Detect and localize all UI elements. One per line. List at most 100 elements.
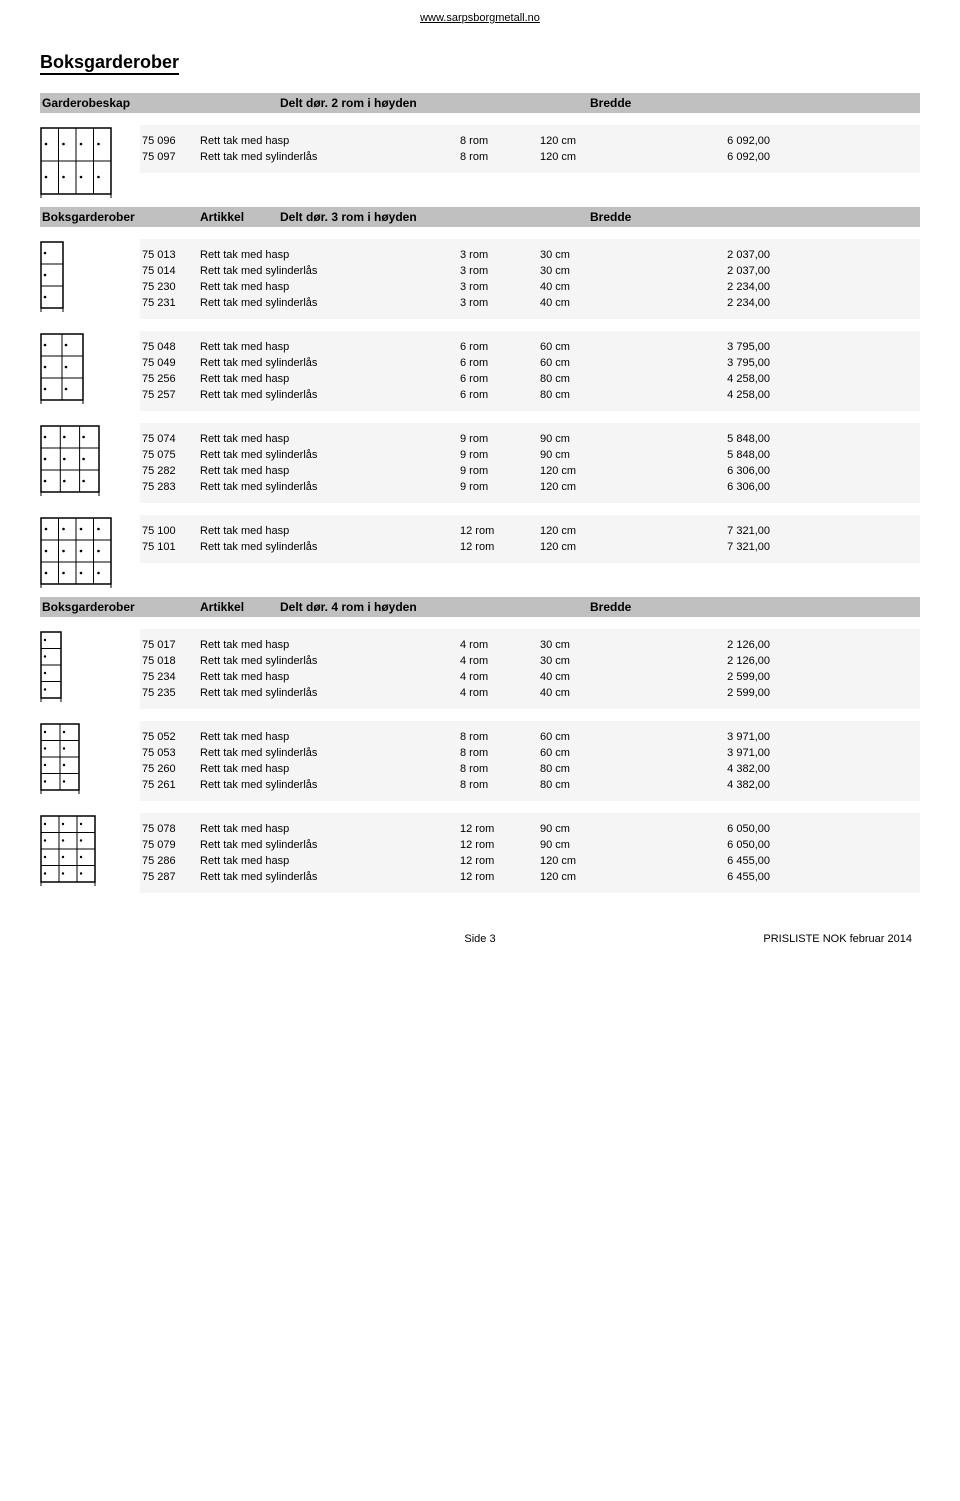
width: 90 cm [540, 447, 690, 463]
product-block: 75 052Rett tak med hasp8 rom60 cm3 971,0… [40, 721, 920, 801]
table-row: 75 100Rett tak med hasp12 rom120 cm7 321… [140, 523, 920, 539]
description: Rett tak med sylinderlås [200, 539, 460, 555]
table-row: 75 049Rett tak med sylinderlås6 rom60 cm… [140, 355, 920, 371]
description: Rett tak med sylinderlås [200, 387, 460, 403]
room-count: 4 rom [460, 685, 540, 701]
article-number: 75 096 [140, 133, 200, 149]
product-block: 75 074Rett tak med hasp9 rom90 cm5 848,0… [40, 423, 920, 503]
section-artikkel: Artikkel [200, 600, 280, 614]
price: 3 795,00 [690, 355, 790, 371]
table-row: 75 018Rett tak med sylinderlås4 rom30 cm… [140, 653, 920, 669]
description: Rett tak med hasp [200, 247, 460, 263]
description: Rett tak med hasp [200, 637, 460, 653]
description: Rett tak med hasp [200, 761, 460, 777]
table-row: 75 048Rett tak med hasp6 rom60 cm3 795,0… [140, 339, 920, 355]
table-row: 75 286Rett tak med hasp12 rom120 cm6 455… [140, 853, 920, 869]
description: Rett tak med sylinderlås [200, 869, 460, 885]
room-count: 12 rom [460, 837, 540, 853]
price: 6 050,00 [690, 837, 790, 853]
header-url: www.sarpsborgmetall.no [40, 12, 920, 24]
description: Rett tak med hasp [200, 729, 460, 745]
room-count: 6 rom [460, 387, 540, 403]
price: 3 971,00 [690, 729, 790, 745]
description: Rett tak med sylinderlås [200, 745, 460, 761]
locker-icon-3x3 [40, 423, 140, 497]
locker-icon-3x4 [40, 813, 140, 887]
price: 5 848,00 [690, 431, 790, 447]
room-count: 12 rom [460, 869, 540, 885]
width: 120 cm [540, 479, 690, 495]
article-number: 75 230 [140, 279, 200, 295]
article-number: 75 231 [140, 295, 200, 311]
article-number: 75 256 [140, 371, 200, 387]
product-block: 75 096Rett tak med hasp8 rom120 cm6 092,… [40, 125, 920, 199]
section-desc: Delt dør. 3 rom i høyden [280, 210, 590, 224]
section-bredde: Bredde [590, 600, 820, 614]
article-number: 75 013 [140, 247, 200, 263]
article-number: 75 282 [140, 463, 200, 479]
width: 30 cm [540, 247, 690, 263]
width: 80 cm [540, 387, 690, 403]
section-artikkel: Artikkel [200, 210, 280, 224]
description: Rett tak med hasp [200, 431, 460, 447]
width: 120 cm [540, 463, 690, 479]
section-bredde: Bredde [590, 210, 820, 224]
table-row: 75 260Rett tak med hasp8 rom80 cm4 382,0… [140, 761, 920, 777]
price: 6 092,00 [690, 149, 790, 165]
room-count: 12 rom [460, 523, 540, 539]
section-desc: Delt dør. 4 rom i høyden [280, 600, 590, 614]
price: 6 306,00 [690, 479, 790, 495]
room-count: 9 rom [460, 463, 540, 479]
description: Rett tak med hasp [200, 853, 460, 869]
room-count: 8 rom [460, 729, 540, 745]
room-count: 4 rom [460, 653, 540, 669]
room-count: 9 rom [460, 431, 540, 447]
table-row: 75 013Rett tak med hasp3 rom30 cm2 037,0… [140, 247, 920, 263]
article-number: 75 260 [140, 761, 200, 777]
section-label: Garderobeskap [40, 96, 200, 110]
price: 2 037,00 [690, 247, 790, 263]
table-row: 75 097Rett tak med sylinderlås8 rom120 c… [140, 149, 920, 165]
description: Rett tak med sylinderlås [200, 685, 460, 701]
description: Rett tak med hasp [200, 279, 460, 295]
table-row: 75 287Rett tak med sylinderlås12 rom120 … [140, 869, 920, 885]
description: Rett tak med sylinderlås [200, 447, 460, 463]
width: 30 cm [540, 653, 690, 669]
price: 7 321,00 [690, 539, 790, 555]
article-number: 75 101 [140, 539, 200, 555]
width: 40 cm [540, 685, 690, 701]
locker-icon-4x3 [40, 515, 140, 589]
article-number: 75 261 [140, 777, 200, 793]
room-count: 12 rom [460, 539, 540, 555]
article-number: 75 235 [140, 685, 200, 701]
price: 5 848,00 [690, 447, 790, 463]
description: Rett tak med sylinderlås [200, 777, 460, 793]
section-label: Boksgarderober [40, 210, 200, 224]
width: 30 cm [540, 637, 690, 653]
width: 40 cm [540, 279, 690, 295]
room-count: 9 rom [460, 479, 540, 495]
price: 4 258,00 [690, 371, 790, 387]
product-block: 75 048Rett tak med hasp6 rom60 cm3 795,0… [40, 331, 920, 411]
room-count: 4 rom [460, 669, 540, 685]
description: Rett tak med hasp [200, 463, 460, 479]
width: 120 cm [540, 133, 690, 149]
description: Rett tak med sylinderlås [200, 653, 460, 669]
article-number: 75 234 [140, 669, 200, 685]
locker-icon-1x4 [40, 629, 140, 703]
table-row: 75 231Rett tak med sylinderlås3 rom40 cm… [140, 295, 920, 311]
price: 4 382,00 [690, 777, 790, 793]
description: Rett tak med sylinderlås [200, 479, 460, 495]
description: Rett tak med sylinderlås [200, 355, 460, 371]
product-block: 75 078Rett tak med hasp12 rom90 cm6 050,… [40, 813, 920, 893]
width: 60 cm [540, 339, 690, 355]
section-header-garderobeskap: Garderobeskap Delt dør. 2 rom i høyden B… [40, 93, 920, 113]
table-row: 75 234Rett tak med hasp4 rom40 cm2 599,0… [140, 669, 920, 685]
section-bredde: Bredde [590, 96, 820, 110]
width: 120 cm [540, 149, 690, 165]
description: Rett tak med hasp [200, 821, 460, 837]
table-row: 75 256Rett tak med hasp6 rom80 cm4 258,0… [140, 371, 920, 387]
room-count: 6 rom [460, 355, 540, 371]
table-row: 75 257Rett tak med sylinderlås6 rom80 cm… [140, 387, 920, 403]
article-number: 75 074 [140, 431, 200, 447]
